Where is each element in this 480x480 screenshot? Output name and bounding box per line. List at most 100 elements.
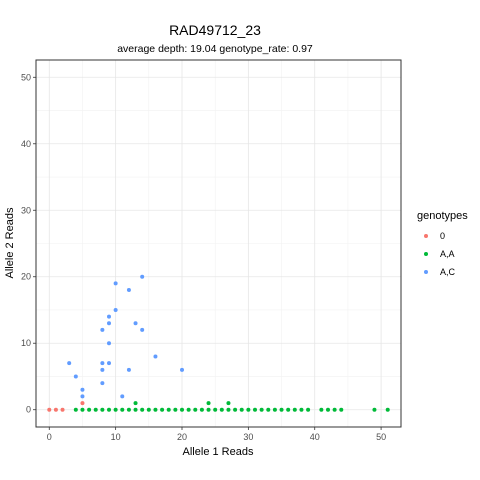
data-point: [100, 407, 105, 412]
data-point: [173, 407, 178, 412]
data-point: [93, 407, 98, 412]
legend-label: A,A: [440, 249, 455, 259]
data-point: [213, 407, 218, 412]
legend-key: [424, 270, 428, 274]
data-point: [319, 407, 324, 412]
data-point: [113, 307, 118, 312]
data-point: [153, 354, 158, 359]
data-point: [180, 367, 184, 372]
data-point: [133, 401, 138, 406]
data-point: [100, 367, 105, 372]
data-point: [80, 394, 85, 399]
data-point: [80, 387, 85, 392]
legend-label: 0: [440, 231, 445, 241]
data-point: [100, 381, 105, 386]
data-point: [53, 407, 58, 412]
data-point: [272, 407, 277, 412]
data-point: [100, 361, 105, 366]
data-point: [126, 288, 131, 293]
y-tick-label: 30: [21, 205, 31, 215]
data-point: [146, 407, 151, 412]
data-point: [60, 407, 65, 412]
data-point: [233, 407, 238, 412]
data-point: [100, 327, 105, 332]
data-point: [279, 407, 284, 412]
y-tick-label: 50: [21, 72, 31, 82]
chart-title: RAD49712_23: [169, 22, 261, 38]
x-tick-label: 30: [243, 432, 253, 442]
legend-key: [424, 252, 428, 256]
data-point: [199, 407, 204, 412]
data-point: [47, 407, 52, 412]
x-tick-label: 40: [310, 432, 320, 442]
data-point: [126, 367, 131, 372]
data-point: [239, 407, 244, 412]
data-point: [306, 407, 311, 412]
data-point: [67, 361, 72, 366]
data-point: [80, 401, 85, 406]
data-point: [73, 374, 78, 379]
legend: genotypes 0 A,A A,C: [417, 210, 468, 277]
data-point: [140, 407, 145, 412]
data-point: [153, 407, 158, 412]
data-point: [266, 407, 271, 412]
data-point: [126, 407, 131, 412]
data-point: [226, 401, 231, 406]
data-point: [286, 407, 291, 412]
data-point: [259, 407, 264, 412]
data-point: [253, 407, 257, 412]
grid-minor: [36, 60, 401, 427]
y-tick-label: 0: [26, 405, 31, 415]
legend-label: A,C: [440, 267, 456, 277]
y-axis-title: Allele 2 Reads: [4, 207, 16, 278]
data-point: [107, 361, 111, 366]
x-axis: 0 10 20 30 40 50: [47, 427, 386, 442]
data-point: [140, 274, 145, 279]
data-point: [113, 407, 118, 412]
x-tick-label: 50: [376, 432, 386, 442]
data-point: [180, 407, 184, 412]
data-point: [206, 407, 211, 412]
data-point: [226, 407, 231, 412]
data-point: [339, 407, 344, 412]
x-axis-title: Allele 1 Reads: [183, 446, 254, 458]
x-tick-label: 10: [111, 432, 121, 442]
panel-border: [35, 59, 402, 428]
data-point: [246, 407, 251, 412]
data-point: [133, 407, 138, 412]
data-point: [299, 407, 304, 412]
x-tick-label: 20: [177, 432, 187, 442]
data-point: [107, 407, 111, 412]
data-point: [193, 407, 198, 412]
data-point: [107, 341, 111, 346]
data-point: [326, 407, 330, 412]
data-point: [80, 407, 85, 412]
data-point: [73, 407, 78, 412]
data-point: [120, 394, 125, 399]
data-point: [332, 407, 337, 412]
data-point: [372, 407, 377, 412]
y-tick-label: 10: [21, 338, 31, 348]
legend-key: [424, 234, 428, 238]
data-point: [206, 401, 211, 406]
data-point: [166, 407, 171, 412]
x-tick-label: 0: [47, 432, 52, 442]
data-point: [120, 407, 125, 412]
data-point: [140, 327, 145, 332]
data-point: [292, 407, 297, 412]
points-layer: [47, 274, 390, 412]
legend-title: genotypes: [417, 210, 468, 222]
data-point: [160, 407, 165, 412]
y-tick-label: 20: [21, 272, 31, 282]
data-point: [107, 314, 111, 319]
data-point: [385, 407, 390, 412]
data-point: [219, 407, 224, 412]
grid-major: [36, 60, 401, 427]
data-point: [113, 281, 118, 286]
data-point: [107, 321, 111, 326]
data-point: [133, 321, 138, 326]
data-point: [87, 407, 92, 412]
y-tick-label: 40: [21, 139, 31, 149]
chart-subtitle: average depth: 19.04 genotype_rate: 0.97: [117, 43, 313, 55]
